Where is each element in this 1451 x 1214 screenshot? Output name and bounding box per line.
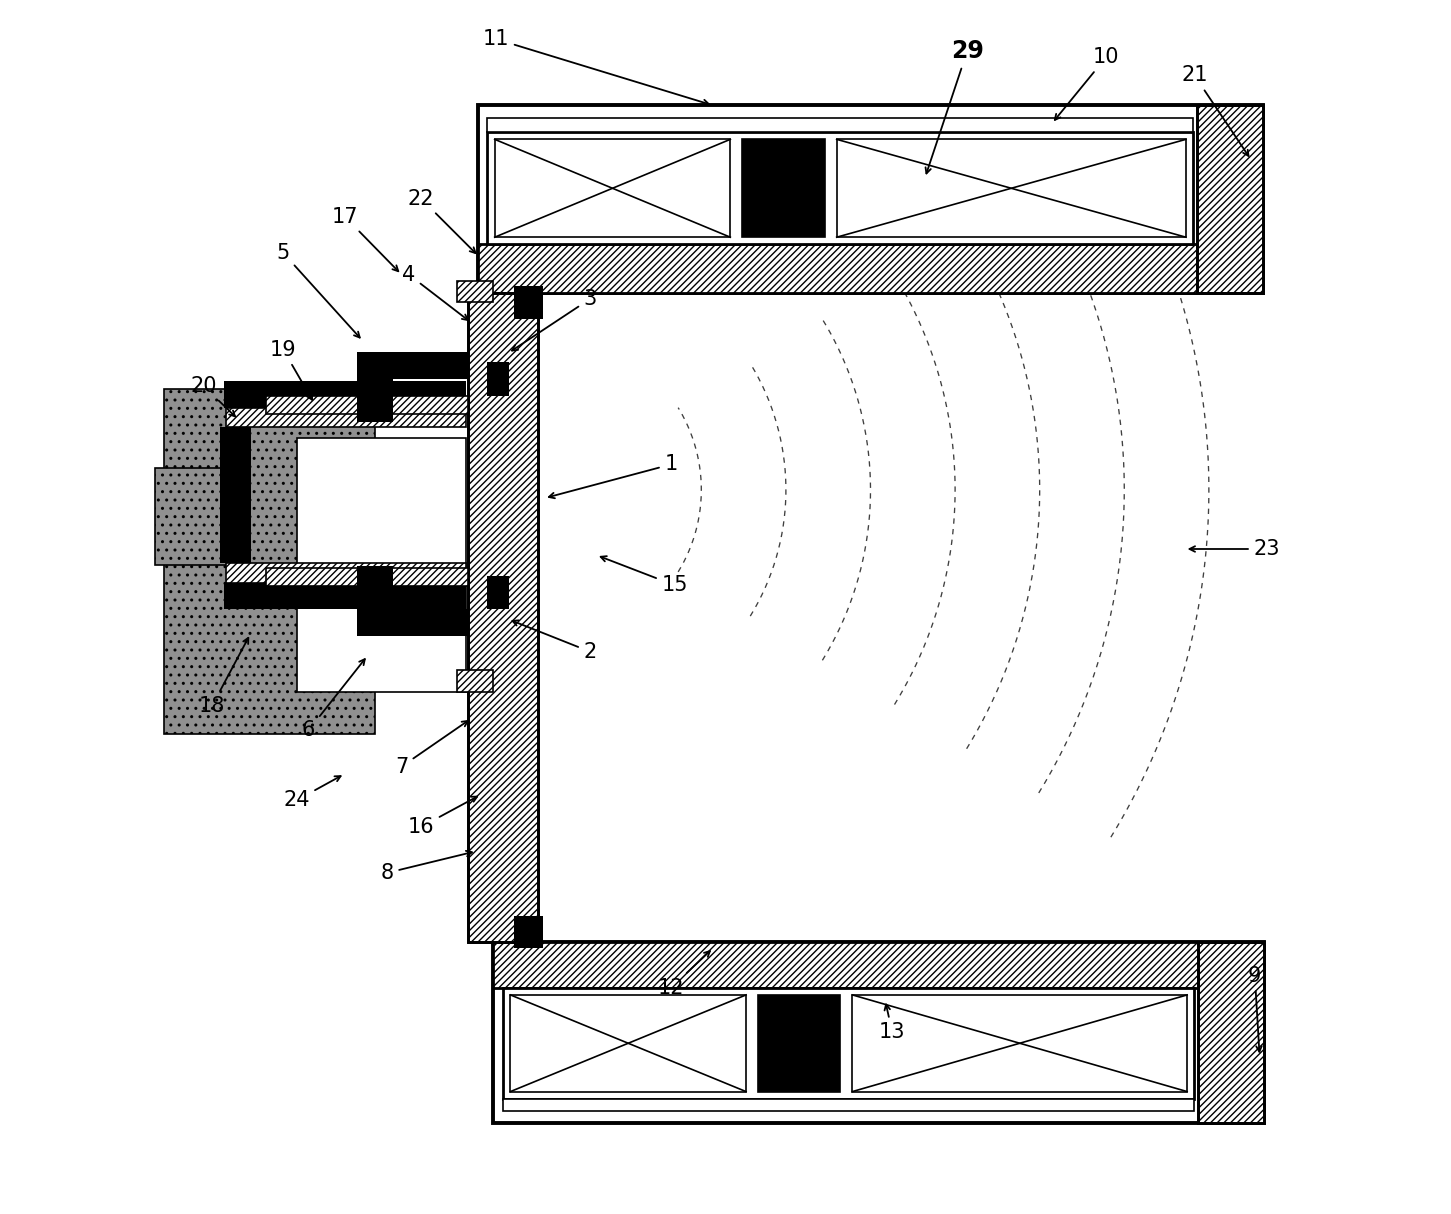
- Bar: [221, 427, 251, 563]
- Text: 6: 6: [302, 659, 364, 741]
- Bar: [503, 988, 1194, 1099]
- Text: 15: 15: [601, 556, 688, 595]
- Bar: [357, 566, 393, 636]
- Text: 18: 18: [199, 637, 248, 716]
- Bar: [493, 942, 1264, 1123]
- Bar: [457, 280, 493, 302]
- Bar: [226, 563, 466, 583]
- Bar: [267, 396, 469, 414]
- Text: 24: 24: [283, 776, 341, 811]
- Text: 10: 10: [1055, 47, 1119, 120]
- Bar: [393, 609, 469, 636]
- Bar: [743, 140, 824, 237]
- Bar: [514, 915, 543, 948]
- Bar: [393, 352, 469, 379]
- Bar: [267, 396, 469, 414]
- Bar: [757, 995, 840, 1091]
- Bar: [267, 568, 469, 586]
- Text: 29: 29: [926, 39, 984, 174]
- Text: 19: 19: [270, 340, 312, 399]
- Bar: [1199, 942, 1264, 1123]
- Text: 22: 22: [408, 188, 476, 254]
- Bar: [514, 287, 543, 319]
- Bar: [226, 408, 466, 427]
- Bar: [469, 293, 538, 942]
- Bar: [226, 563, 466, 583]
- Text: 3: 3: [512, 289, 596, 351]
- Bar: [457, 670, 493, 692]
- Bar: [477, 106, 1264, 293]
- Text: 8: 8: [380, 851, 472, 883]
- Bar: [1197, 106, 1264, 293]
- Bar: [1197, 106, 1264, 293]
- Bar: [457, 670, 493, 692]
- Bar: [477, 244, 1264, 293]
- Bar: [296, 438, 466, 692]
- Bar: [477, 244, 1264, 293]
- Text: 13: 13: [879, 1004, 905, 1043]
- Bar: [155, 469, 228, 565]
- Bar: [837, 140, 1185, 237]
- Bar: [457, 280, 493, 302]
- Text: 16: 16: [408, 796, 477, 836]
- Bar: [493, 942, 1264, 988]
- Text: 11: 11: [483, 29, 710, 106]
- Bar: [469, 293, 538, 942]
- Bar: [223, 381, 466, 408]
- Text: 5: 5: [277, 243, 360, 337]
- Bar: [469, 293, 538, 942]
- Bar: [164, 390, 374, 734]
- Bar: [852, 995, 1187, 1091]
- Bar: [1199, 942, 1264, 1123]
- Bar: [357, 352, 393, 422]
- Bar: [223, 583, 466, 609]
- Text: 17: 17: [332, 206, 398, 271]
- Bar: [493, 942, 1264, 988]
- Bar: [503, 1099, 1194, 1111]
- Bar: [1199, 942, 1264, 1123]
- Text: 12: 12: [657, 951, 710, 998]
- Text: 20: 20: [190, 376, 235, 416]
- Text: 21: 21: [1181, 66, 1248, 155]
- Bar: [495, 140, 730, 237]
- Text: 2: 2: [512, 620, 596, 662]
- Bar: [488, 132, 1193, 244]
- Text: 14: 14: [802, 1028, 833, 1073]
- Bar: [226, 408, 466, 427]
- Bar: [1197, 106, 1264, 293]
- Bar: [511, 995, 746, 1091]
- Text: 4: 4: [402, 265, 467, 320]
- Bar: [488, 362, 509, 396]
- Text: 1: 1: [548, 454, 678, 498]
- Text: 7: 7: [395, 721, 467, 777]
- Bar: [488, 575, 509, 609]
- Text: 9: 9: [1248, 965, 1262, 1051]
- Text: 23: 23: [1190, 539, 1280, 558]
- Bar: [488, 118, 1193, 132]
- Bar: [267, 568, 469, 586]
